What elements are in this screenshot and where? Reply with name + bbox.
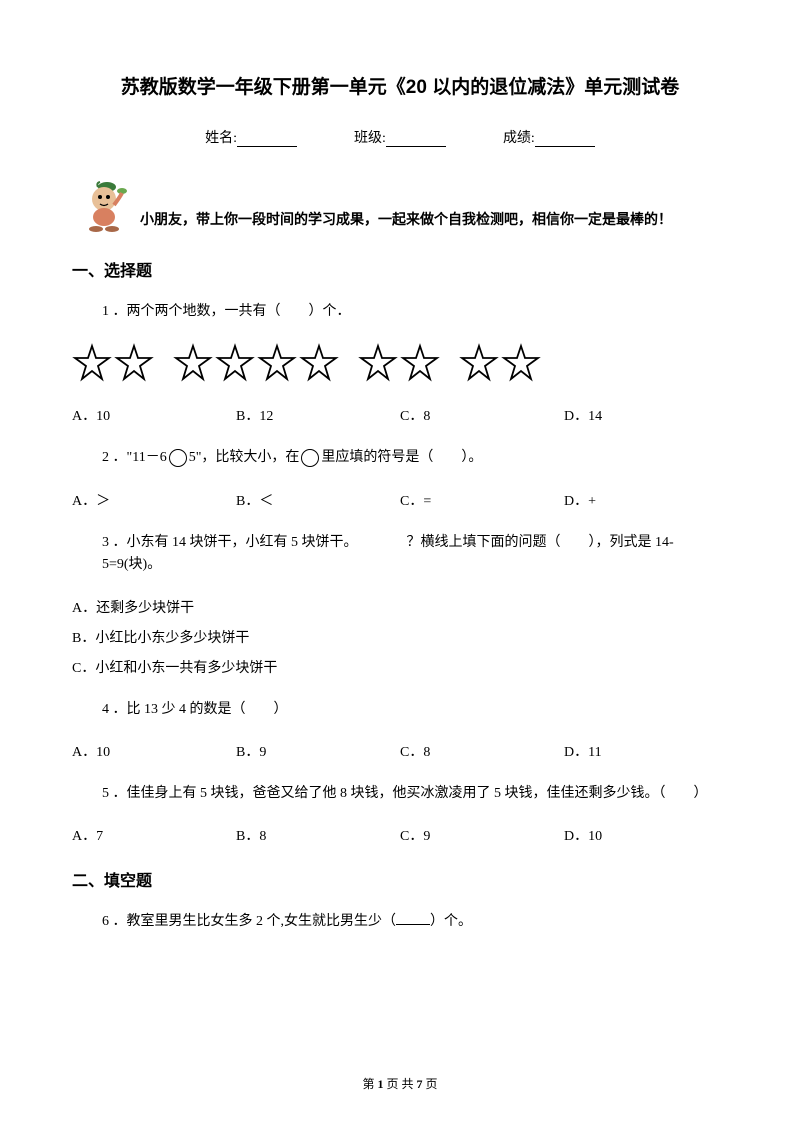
- q2-option-d: D．+: [564, 490, 728, 510]
- class-label: 班级:: [354, 131, 386, 146]
- section2-heading: 二、填空题: [72, 867, 728, 891]
- q2-option-b: B．＜: [236, 490, 400, 510]
- q4-options: A．10 B．9 C．8 D．11: [72, 741, 728, 761]
- exam-title: 苏教版数学一年级下册第一单元《20 以内的退位减法》单元测试卷: [72, 72, 728, 99]
- q3-options: A．还剩多少块饼干 B．小红比小东少多少块饼干 C．小红和小东一共有多少块饼干: [72, 597, 728, 677]
- star-icon: [400, 343, 440, 383]
- score-blank[interactable]: [535, 133, 595, 147]
- q2-options: A．＞ B．＜ C．= D．+: [72, 490, 728, 510]
- student-info-line: 姓名: 班级: 成绩:: [72, 127, 728, 147]
- fill-blank[interactable]: [396, 913, 430, 925]
- q5-option-d: D．10: [564, 825, 728, 845]
- q5-option-b: B．8: [236, 825, 400, 845]
- name-label: 姓名:: [205, 131, 237, 146]
- q4-option-c: C．8: [400, 741, 564, 761]
- circle-blank: [169, 449, 187, 467]
- class-blank[interactable]: [386, 133, 446, 147]
- q2-text: 2 ．"11－65"，比较大小，在里应填的符号是（ ）。: [72, 447, 728, 469]
- q3-option-c: C．小红和小东一共有多少块饼干: [72, 657, 728, 677]
- q4-option-a: A．10: [72, 741, 236, 761]
- star-icon: [72, 343, 112, 383]
- circle-blank: [301, 449, 319, 467]
- q1-stars: [72, 343, 728, 383]
- star-icon: [215, 343, 255, 383]
- q3-option-b: B．小红比小东少多少块饼干: [72, 627, 728, 647]
- q1-options: A．10 B．12 C．8 D．14: [72, 405, 728, 425]
- q2-option-c: C．=: [400, 490, 564, 510]
- section1-heading: 一、选择题: [72, 257, 728, 281]
- q3-option-a: A．还剩多少块饼干: [72, 597, 728, 617]
- q1-option-d: D．14: [564, 405, 728, 425]
- page-footer: 第 1 页 共 7 页: [0, 1075, 800, 1092]
- star-icon: [459, 343, 499, 383]
- q1-option-a: A．10: [72, 405, 236, 425]
- star-icon: [257, 343, 297, 383]
- q4-text: 4 ．比 13 少 4 的数是（ ）: [72, 699, 728, 721]
- q4-option-d: D．11: [564, 741, 728, 761]
- q5-option-a: A．7: [72, 825, 236, 845]
- score-label: 成绩:: [503, 131, 535, 146]
- q5-option-c: C．9: [400, 825, 564, 845]
- q1-text: 1 ．两个两个地数，一共有（ ）个．: [72, 301, 728, 323]
- mascot-row: 小朋友，带上你一段时间的学习成果，一起来做个自我检测吧，相信你一定是最棒的！: [72, 175, 728, 235]
- q2-option-a: A．＞: [72, 490, 236, 510]
- star-icon: [173, 343, 213, 383]
- star-icon: [114, 343, 154, 383]
- star-icon: [501, 343, 541, 383]
- q1-option-b: B．12: [236, 405, 400, 425]
- q6-text: 6 ．教室里男生比女生多 2 个,女生就比男生少（）个。: [72, 911, 728, 933]
- q3-text: 3 ．小东有 14 块饼干，小红有 5 块饼干。 ？横线上填下面的问题（ ），列…: [72, 532, 728, 577]
- q5-options: A．7 B．8 C．9 D．10: [72, 825, 728, 845]
- mascot-icon: [72, 175, 132, 235]
- q1-option-c: C．8: [400, 405, 564, 425]
- q5-text: 5 ．佳佳身上有 5 块钱，爸爸又给了他 8 块钱，他买冰激凌用了 5 块钱，佳…: [72, 783, 728, 805]
- star-icon: [358, 343, 398, 383]
- star-icon: [299, 343, 339, 383]
- mascot-text: 小朋友，带上你一段时间的学习成果，一起来做个自我检测吧，相信你一定是最棒的！: [140, 209, 672, 235]
- name-blank[interactable]: [237, 133, 297, 147]
- q4-option-b: B．9: [236, 741, 400, 761]
